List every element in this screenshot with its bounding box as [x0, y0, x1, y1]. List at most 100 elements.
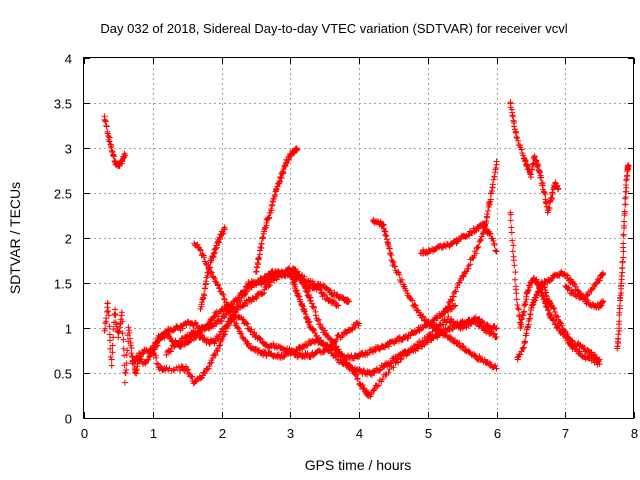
x-tick-label: 3 — [287, 426, 294, 441]
data-point — [128, 344, 135, 351]
data-point — [220, 291, 227, 298]
data-point — [244, 301, 251, 308]
data-point — [542, 289, 549, 296]
data-point — [304, 341, 311, 348]
data-point — [227, 312, 234, 319]
data-point — [394, 269, 401, 276]
data-point — [550, 304, 557, 311]
data-point — [518, 316, 525, 323]
data-point — [203, 278, 210, 285]
data-point — [256, 347, 263, 354]
data-point — [271, 192, 278, 199]
data-point — [106, 323, 113, 330]
data-point — [388, 251, 395, 258]
data-point — [225, 322, 232, 329]
data-point — [109, 148, 116, 155]
series-arc-a — [101, 113, 129, 170]
data-point — [119, 318, 126, 325]
data-point — [113, 323, 120, 330]
data-point — [514, 356, 521, 363]
data-point — [123, 360, 130, 367]
data-point — [338, 356, 345, 363]
data-point — [108, 142, 115, 149]
x-tick-label: 1 — [150, 426, 157, 441]
x-tick-label: 5 — [425, 426, 432, 441]
data-point — [511, 123, 518, 130]
data-point — [334, 332, 341, 339]
data-point — [489, 181, 496, 188]
data-point — [487, 230, 494, 237]
data-point — [523, 293, 530, 300]
data-point — [455, 323, 462, 330]
data-point — [150, 343, 157, 350]
data-point — [390, 364, 397, 371]
data-point — [484, 322, 491, 329]
data-point — [146, 353, 153, 360]
data-point — [354, 375, 361, 382]
data-point — [196, 246, 203, 253]
data-point — [513, 290, 520, 297]
data-point — [527, 311, 534, 318]
data-point — [542, 191, 549, 198]
data-point — [515, 306, 522, 313]
data-point — [320, 291, 327, 298]
series-arc-j — [369, 216, 500, 372]
data-point — [513, 134, 520, 141]
data-point — [452, 288, 459, 295]
data-point — [311, 327, 318, 334]
data-point — [616, 318, 623, 325]
data-point — [512, 269, 519, 276]
data-point — [385, 240, 392, 247]
data-point — [600, 298, 607, 304]
data-point — [318, 289, 325, 296]
data-point — [483, 218, 490, 225]
data-point — [549, 191, 556, 198]
data-point — [110, 334, 117, 341]
data-point — [120, 336, 127, 343]
y-tick-label: 4 — [65, 52, 72, 67]
data-point — [514, 302, 521, 309]
data-point — [473, 250, 480, 257]
data-point — [201, 254, 208, 261]
data-point — [277, 173, 284, 180]
data-point — [354, 354, 361, 361]
data-point — [120, 345, 127, 352]
data-point — [122, 152, 129, 159]
data-point — [104, 300, 111, 307]
data-point — [230, 315, 237, 322]
data-point — [202, 370, 209, 377]
data-point — [484, 211, 491, 218]
data-point — [620, 231, 627, 238]
data-point — [115, 329, 122, 336]
data-point — [212, 278, 219, 285]
data-point — [382, 231, 389, 238]
data-point — [586, 290, 593, 297]
data-point — [403, 352, 410, 359]
series-arc-o — [514, 278, 603, 364]
data-point — [445, 299, 452, 306]
data-point — [600, 271, 607, 277]
data-point — [218, 318, 225, 325]
data-point — [533, 157, 540, 164]
data-point — [168, 345, 175, 352]
data-point — [212, 245, 219, 252]
data-point — [440, 309, 447, 316]
data-point — [510, 257, 517, 264]
data-point — [574, 290, 581, 297]
data-point — [395, 359, 402, 366]
data-point — [575, 348, 582, 355]
data-point — [548, 277, 555, 284]
data-point — [512, 129, 519, 136]
data-point — [378, 378, 385, 385]
series-arc-n — [507, 209, 603, 368]
series-arc-l — [438, 158, 500, 318]
data-point — [257, 244, 264, 251]
data-point — [481, 356, 488, 363]
data-point — [465, 262, 472, 269]
data-point — [381, 228, 388, 235]
data-point — [140, 350, 147, 357]
data-point — [477, 236, 484, 243]
data-point — [121, 150, 128, 157]
data-point — [564, 272, 571, 279]
data-point — [146, 353, 153, 360]
